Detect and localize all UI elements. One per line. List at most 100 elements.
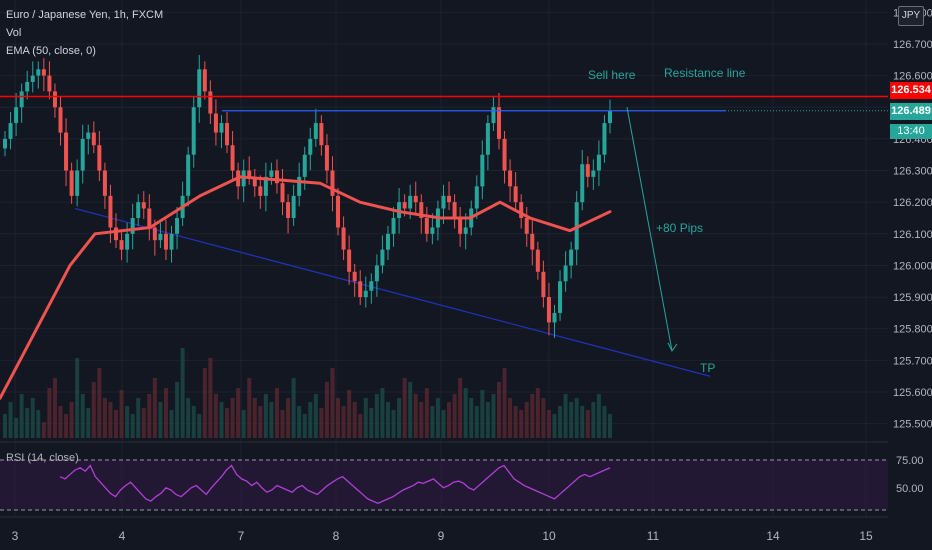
candle-body: [69, 170, 74, 196]
candle-body: [374, 265, 379, 282]
volume-bar: [274, 388, 279, 438]
candle-body: [458, 218, 463, 234]
candle-body: [141, 202, 146, 209]
candle-body: [52, 91, 57, 108]
grid: [0, 0, 888, 517]
volume-bar: [86, 408, 91, 438]
volume-bar: [347, 390, 352, 438]
candle-body: [441, 195, 446, 209]
volume-bar: [408, 382, 413, 438]
candle-body: [491, 107, 496, 124]
volume-bar: [97, 368, 102, 438]
volume-legend[interactable]: Vol: [6, 27, 22, 39]
volume-bar: [535, 388, 540, 438]
support-line: [74, 207, 711, 377]
arrow-head: [667, 342, 678, 352]
volume-bar: [574, 398, 579, 438]
x-tick-label: 15: [859, 529, 873, 543]
candle-body: [585, 164, 590, 177]
candle-body: [385, 233, 390, 250]
candle-body: [119, 240, 124, 250]
candle-body: [319, 123, 324, 146]
volume-bar: [236, 388, 241, 438]
volume-bar: [30, 398, 35, 438]
horizontal-lines: [0, 95, 888, 112]
sell-here-label: Sell here: [588, 68, 636, 82]
currency-badge[interactable]: JPY: [898, 6, 924, 26]
rsi-legend[interactable]: RSI (14, close): [6, 452, 79, 464]
volume-bar: [136, 398, 141, 438]
volume-bar: [169, 410, 174, 438]
candle-body: [608, 110, 612, 124]
candle-body: [219, 123, 224, 133]
volume-bar: [569, 402, 574, 438]
volume-bar: [158, 402, 163, 438]
candle-body: [541, 271, 546, 298]
candle-body: [269, 170, 274, 177]
candle-body: [125, 233, 130, 250]
candle-body: [19, 91, 24, 108]
volume-bar: [530, 394, 535, 438]
candle-body: [263, 176, 268, 196]
target-arrow: [626, 107, 678, 352]
volume-bar: [485, 402, 490, 438]
y-tick-label: 126.000: [893, 260, 932, 272]
candle-body: [191, 107, 196, 155]
volume-bar: [14, 418, 19, 438]
volume-bar: [297, 406, 302, 438]
candle-body: [569, 249, 574, 266]
volume-bar: [546, 410, 551, 438]
x-tick-label: 4: [119, 529, 126, 543]
candle-body: [358, 281, 363, 298]
volume-bar: [147, 394, 152, 438]
volume-bar: [363, 398, 368, 438]
ema-legend[interactable]: EMA (50, close, 0): [6, 45, 96, 57]
volume-bar: [330, 368, 335, 438]
volume-bar: [36, 410, 41, 438]
volume-bar: [463, 388, 468, 438]
candle-body: [502, 138, 507, 171]
volume-bar: [541, 398, 546, 438]
candle-body: [108, 195, 113, 228]
candle-body: [419, 202, 424, 218]
volume-bar: [119, 390, 124, 438]
volume-bar: [391, 410, 396, 438]
volume-bar: [141, 408, 146, 438]
volume-bar: [519, 410, 524, 438]
volume-bar: [175, 382, 180, 438]
symbol-title[interactable]: Euro / Japanese Yen, 1h, FXCM: [6, 9, 164, 21]
candle-body: [308, 138, 313, 155]
candle-body: [474, 186, 479, 209]
volume-bar: [341, 406, 346, 438]
volume-bar: [186, 398, 191, 438]
volume-bar: [202, 368, 207, 438]
candle-body: [152, 227, 157, 241]
volume-bar: [91, 382, 96, 438]
arrow-line: [626, 107, 673, 351]
volume-bar: [258, 406, 263, 438]
volume-bar: [247, 378, 252, 438]
volume-bar: [413, 394, 418, 438]
y-tick-label: 126.100: [893, 229, 932, 241]
candle-body: [280, 183, 285, 203]
volume-bar: [596, 394, 601, 438]
volume-bar: [602, 406, 607, 438]
volume-bar: [502, 368, 507, 438]
volume-bar: [558, 406, 563, 438]
volume-bar: [402, 378, 407, 438]
x-tick-label: 11: [647, 529, 660, 543]
volume-bar: [508, 398, 513, 438]
volume-bar: [213, 394, 218, 438]
candle-body: [247, 170, 252, 177]
candle-body: [97, 145, 102, 171]
x-tick-label: 7: [238, 529, 245, 543]
candle-body: [136, 202, 141, 218]
volume-bar: [397, 398, 402, 438]
candle-body: [36, 69, 41, 76]
volume-bar: [336, 398, 341, 438]
candle-body: [535, 249, 540, 272]
volume-bar: [441, 410, 446, 438]
volume-bar: [302, 414, 307, 438]
candle-body: [524, 218, 529, 234]
candle-body: [213, 113, 218, 133]
